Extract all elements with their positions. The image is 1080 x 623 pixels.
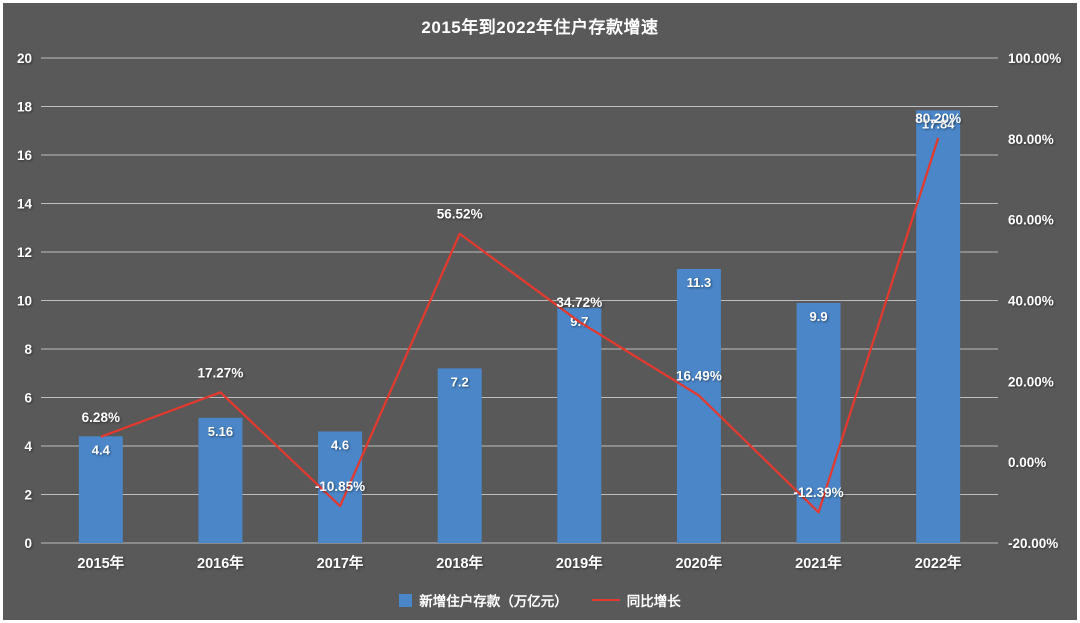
y-axis-tick-left: 12 [17, 245, 32, 260]
bar [318, 431, 363, 543]
y-axis-tick-left: 16 [17, 148, 33, 163]
legend-item-line-series: 同比增长 [591, 590, 681, 610]
x-axis-label: 2022年 [915, 554, 962, 572]
line-value-label: 56.52% [437, 207, 483, 222]
legend-line-label: 同比增长 [626, 594, 681, 609]
bar [676, 268, 721, 543]
y-axis-tick-left: 6 [24, 391, 32, 406]
bar-value-label: 4.4 [92, 442, 111, 457]
line-value-label: 6.28% [82, 410, 120, 425]
bar-value-label: 4.6 [331, 437, 349, 452]
y-axis-tick-right: 60.00% [1008, 213, 1054, 228]
bar-value-label: 11.3 [687, 275, 712, 290]
chart-title: 2015年到2022年住户存款增速 [421, 18, 659, 37]
y-axis-tick-left: 10 [17, 294, 32, 309]
y-axis-tick-left: 8 [24, 342, 32, 357]
line-value-label: 16.49% [676, 369, 722, 384]
bar [557, 307, 602, 543]
y-axis-tick-left: 14 [17, 197, 33, 212]
y-axis-tick-right: 0.00% [1008, 455, 1046, 470]
y-axis-tick-left: 18 [17, 100, 33, 115]
y-axis-tick-left: 4 [24, 439, 32, 454]
y-axis-tick-left: 20 [17, 51, 32, 66]
x-axis-label: 2016年 [197, 554, 244, 572]
line-value-label: 80.20% [915, 111, 961, 126]
growth-line [100, 137, 940, 514]
line-value-label: 17.27% [198, 365, 244, 380]
y-axis-tick-left: 0 [24, 536, 32, 551]
x-axis-label: 2018年 [436, 554, 483, 572]
chart-legend: 新增住户存款（万亿元） 同比增长 [3, 590, 1077, 610]
y-axis-tick-right: -20.00% [1008, 536, 1058, 551]
line-series-swatch-icon [591, 599, 620, 601]
bar-value-label: 7.2 [451, 374, 469, 389]
x-axis-label: 2021年 [795, 554, 842, 572]
y-axis-tick-right: 40.00% [1008, 294, 1054, 309]
y-axis-tick-right: 80.00% [1008, 132, 1054, 147]
plot-area: 0 2 4 6 8 10 12 14 16 18 20 -20.00% 0.00% 20.00% 40.00… [17, 51, 1061, 572]
line-value-label: -10.85% [315, 479, 365, 494]
x-axis-label: 2020年 [676, 554, 723, 572]
x-axis-label: 2015年 [77, 554, 124, 572]
y-axis-tick-left: 2 [24, 488, 32, 503]
bar [916, 110, 961, 543]
bar [198, 417, 243, 543]
line-value-label: 34.72% [556, 295, 602, 310]
bar-value-label: 17.84 [922, 116, 955, 131]
x-axis-label: 2017年 [317, 554, 364, 572]
bar-value-label: 9.9 [810, 309, 828, 324]
bar-value-label: 5.16 [208, 424, 233, 439]
bar [796, 302, 841, 543]
line-value-label: -12.39% [793, 485, 843, 500]
legend-bar-label: 新增住户存款（万亿元） [419, 594, 568, 609]
bar-series-swatch-icon [399, 593, 413, 607]
y-axis-tick-right: 20.00% [1008, 374, 1054, 389]
x-axis-label: 2019年 [556, 554, 603, 572]
legend-item-bar-series: 新增住户存款（万亿元） [399, 590, 568, 610]
bar [78, 436, 123, 543]
bar [437, 368, 482, 543]
y-axis-tick-right: 100.00% [1008, 51, 1061, 66]
